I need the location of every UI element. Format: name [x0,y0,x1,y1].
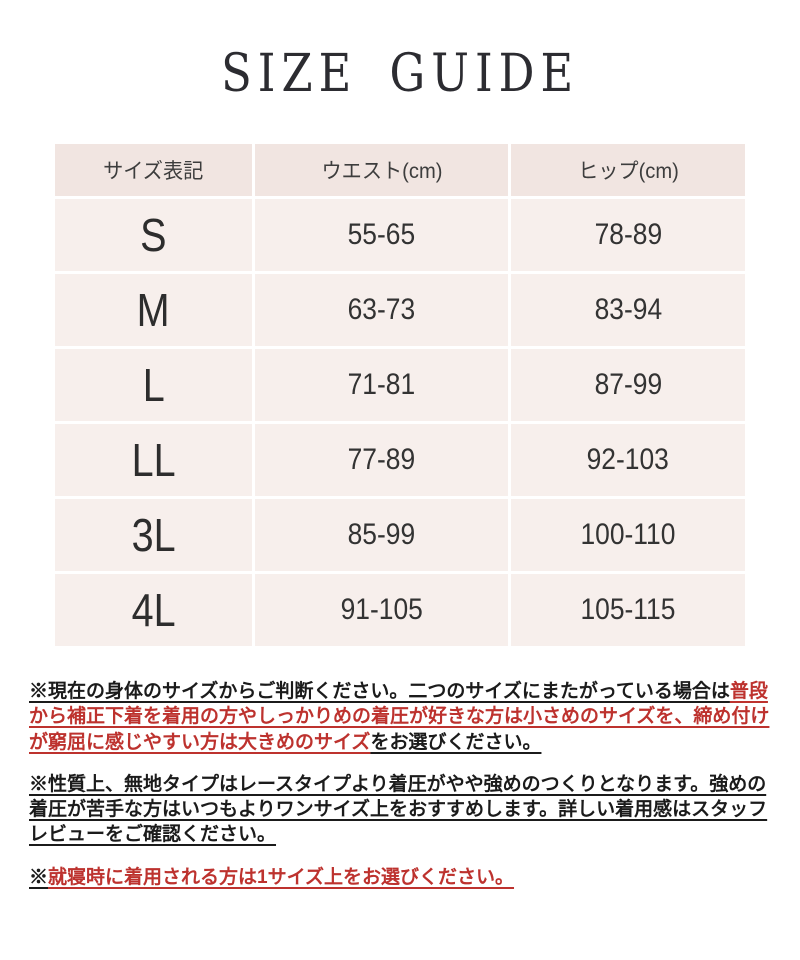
table-header-label: ウエスト(cm) [321,160,442,183]
hip-value-cell: 78-89 [511,199,745,271]
waist-value-cell: 63-73 [255,274,508,346]
cell-value: 78-89 [594,218,662,251]
cell-value: 3L [131,509,176,561]
table-header-label: ヒップ(cm) [577,160,679,183]
notes-section: ※現在の身体のサイズからご判断ください。二つのサイズにまたがっている場合は普段か… [29,679,771,890]
note-paragraph-3: ※就寝時に着用される方は1サイズ上をお選びください。 [29,865,771,890]
waist-value-cell: 71-81 [255,349,508,421]
size-label-cell: S [55,199,252,271]
cell-value: 100-110 [580,518,676,551]
size-label-cell: LL [55,424,252,496]
header: SIZE GUIDE [0,44,800,112]
table-header-cell-0: サイズ表記 [55,144,252,196]
waist-value-cell: 55-65 [255,199,508,271]
waist-value-cell: 85-99 [255,499,508,571]
hip-value-cell: 92-103 [511,424,745,496]
hip-value-cell: 87-99 [511,349,745,421]
cell-value: 87-99 [594,368,662,401]
cell-value: 4L [131,584,176,636]
cell-value: 105-115 [580,593,676,626]
size-label-cell: 3L [55,499,252,571]
note-paragraph-2: ※性質上、無地タイプはレースタイプより着圧がやや強めのつくりとなります。強めの着… [29,772,771,848]
note-segment: ※性質上、無地タイプはレースタイプより着圧がやや強めのつくりとなります。強めの着… [29,773,768,846]
table-header-cell-1: ウエスト(cm) [255,144,508,196]
cell-value: S [140,209,167,261]
cell-value: 91-105 [340,593,423,626]
note-segment: ※現在の身体のサイズからご判断ください。二つのサイズにまたがっている場合は [29,681,730,702]
note-segment: 就寝時に着用される方は1サイズ上をお選びください。 [48,866,515,888]
hip-value-cell: 105-115 [511,574,745,646]
size-label-cell: L [55,349,252,421]
cell-value: 85-99 [347,518,416,551]
size-table: サイズ表記 ウエスト(cm) ヒップ(cm) S 55-65 78-89 M 63-73 83-… [55,144,745,646]
note-segment: ※ [29,866,49,888]
cell-value: 55-65 [347,218,416,251]
hip-value-cell: 100-110 [511,499,745,571]
waist-value-cell: 77-89 [255,424,508,496]
cell-value: 92-103 [586,443,670,476]
note-segment: 普段から補正下着を着用の方やしっかりめの着圧が好きな方は小さめのサイズを、締め付… [29,681,770,753]
cell-value: 71-81 [347,368,416,401]
size-label-cell: M [55,274,252,346]
page-title: SIZE GUIDE [220,44,580,104]
cell-value: LL [131,434,176,486]
cell-value: M [137,284,170,336]
note-paragraph-1: ※現在の身体のサイズからご判断ください。二つのサイズにまたがっている場合は普段か… [29,679,771,755]
note-segment: をお選びください。 [370,731,542,753]
cell-value: 83-94 [594,293,662,326]
table-header-label: サイズ表記 [103,160,204,183]
hip-value-cell: 83-94 [511,274,745,346]
cell-value: 77-89 [347,443,416,476]
cell-value: 63-73 [347,293,416,326]
cell-value: L [142,359,165,411]
waist-value-cell: 91-105 [255,574,508,646]
size-label-cell: 4L [55,574,252,646]
table-header-cell-2: ヒップ(cm) [511,144,745,196]
